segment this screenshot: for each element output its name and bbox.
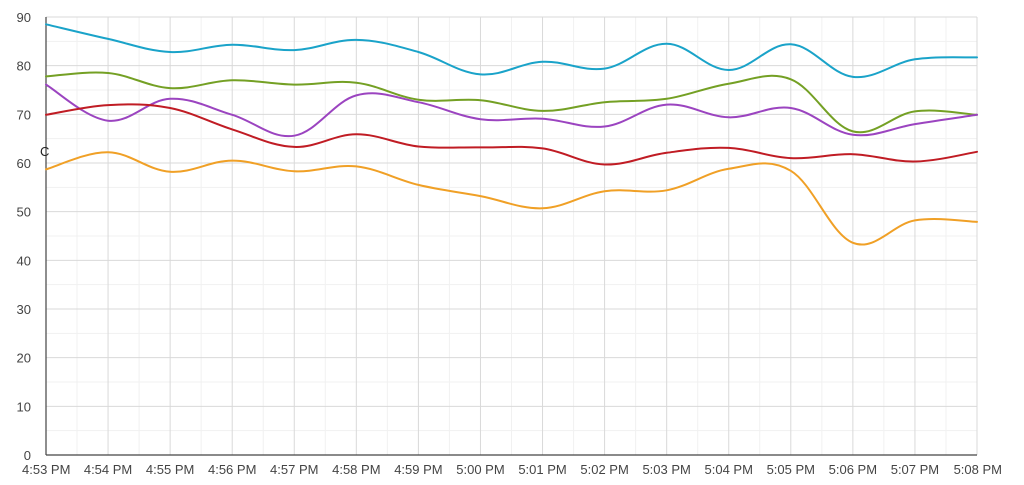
x-tick-label: 5:07 PM	[891, 462, 939, 477]
series-line-3	[45, 83, 978, 138]
y-tick-label: 70	[17, 107, 31, 122]
series-line-1	[45, 23, 978, 79]
unit-label: C	[40, 144, 49, 159]
y-tick-label: 10	[17, 399, 31, 414]
axes	[45, 17, 977, 456]
series-line-2	[45, 71, 978, 134]
x-tick-label: 5:05 PM	[767, 462, 815, 477]
x-tick-label: 5:03 PM	[642, 462, 690, 477]
tick-labels: 0 10 20 30 40 50 60 70 80 90 4:53 PM 4:54 PM 4:55 PM…	[17, 10, 1002, 477]
x-tick-label: 5:08 PM	[954, 462, 1002, 477]
series-lines	[45, 23, 978, 246]
series-line-4	[45, 103, 978, 166]
x-tick-label: 5:02 PM	[580, 462, 628, 477]
x-tick-label: 4:58 PM	[332, 462, 380, 477]
x-tick-label: 4:54 PM	[84, 462, 132, 477]
grid	[46, 16, 978, 455]
y-tick-label: 90	[17, 10, 31, 25]
y-tick-label: 0	[24, 448, 31, 463]
y-tick-label: 60	[17, 156, 31, 171]
x-tick-label: 4:56 PM	[208, 462, 256, 477]
y-tick-label: 30	[17, 302, 31, 317]
y-tick-label: 20	[17, 351, 31, 366]
x-tick-label: 5:06 PM	[829, 462, 877, 477]
x-tick-label: 5:01 PM	[518, 462, 566, 477]
x-tick-label: 4:57 PM	[270, 462, 318, 477]
x-tick-label: 4:53 PM	[22, 462, 70, 477]
x-tick-label: 4:55 PM	[146, 462, 194, 477]
y-tick-label: 40	[17, 253, 31, 268]
x-tick-label: 5:00 PM	[456, 462, 504, 477]
y-tick-label: 50	[17, 205, 31, 220]
series-line-5	[45, 151, 978, 246]
x-tick-label: 5:04 PM	[705, 462, 753, 477]
y-tick-label: 80	[17, 59, 31, 74]
x-tick-label: 4:59 PM	[394, 462, 442, 477]
